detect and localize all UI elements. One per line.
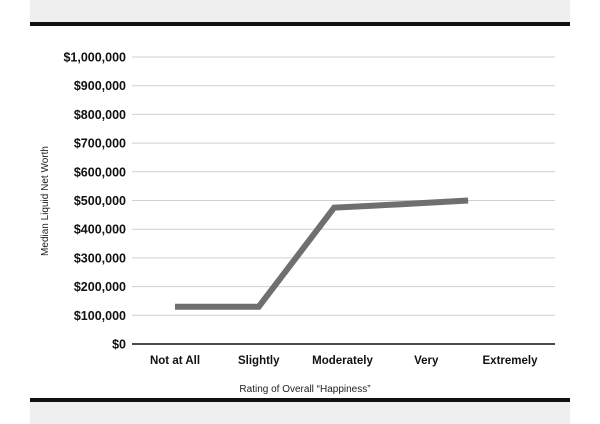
x-tick-labels: Not at All Slightly Moderately Very Extremel… bbox=[150, 355, 538, 367]
y-tick-label: $100,000 bbox=[74, 309, 126, 323]
y-axis-label: Median Liquid Net Worth bbox=[40, 146, 51, 256]
y-tick-label: $700,000 bbox=[74, 137, 126, 151]
x-axis-label: Rating of Overall “Happiness” bbox=[239, 384, 370, 395]
top-band bbox=[30, 0, 570, 22]
y-tick-label: $1,000,000 bbox=[63, 51, 126, 65]
y-tick-label: $400,000 bbox=[74, 223, 126, 237]
series-line bbox=[175, 197, 469, 310]
y-tick-labels: $0 $100,000 $200,000 $300,000 $400,000 $500,0… bbox=[63, 51, 126, 352]
series-group bbox=[175, 197, 469, 310]
bottom-band bbox=[30, 402, 570, 424]
top-rule bbox=[30, 22, 570, 26]
x-tick-label: Extremely bbox=[483, 355, 539, 367]
gridlines bbox=[132, 56, 555, 345]
y-tick-label: $0 bbox=[112, 338, 126, 352]
y-tick-label: $300,000 bbox=[74, 251, 126, 265]
x-tick-label: Not at All bbox=[150, 355, 200, 367]
x-tick-label: Slightly bbox=[238, 355, 280, 367]
y-tick-label: $200,000 bbox=[74, 280, 126, 294]
bottom-rule bbox=[30, 398, 570, 402]
y-tick-label: $600,000 bbox=[74, 165, 126, 179]
y-tick-label: $800,000 bbox=[74, 108, 126, 122]
y-tick-label: $500,000 bbox=[74, 194, 126, 208]
x-tick-label: Very bbox=[414, 355, 439, 367]
y-tick-label: $900,000 bbox=[74, 79, 126, 93]
x-tick-label: Moderately bbox=[312, 355, 373, 367]
